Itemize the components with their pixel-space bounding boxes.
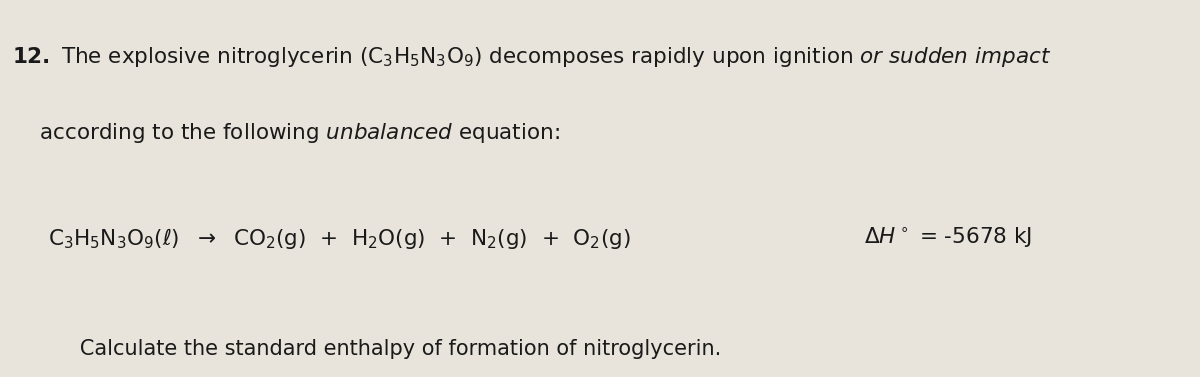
Text: $\bf{12.}$ The explosive nitroglycerin (C$_3$H$_5$N$_3$O$_9$) decomposes rapidly: $\bf{12.}$ The explosive nitroglycerin (… bbox=[12, 45, 1051, 69]
Text: C$_3$H$_5$N$_3$O$_9$($\ell$)  $\rightarrow$  CO$_2$(g)  +  H$_2$O(g)  +  N$_2$(g: C$_3$H$_5$N$_3$O$_9$($\ell$) $\rightarro… bbox=[48, 226, 630, 251]
Text: $\Delta H^\circ$ = -5678 kJ: $\Delta H^\circ$ = -5678 kJ bbox=[864, 226, 1032, 250]
Text: according to the following $\it{unbalanced}$ equation:: according to the following $\it{unbalanc… bbox=[12, 121, 560, 145]
Text: Calculate the standard enthalpy of formation of nitroglycerin.: Calculate the standard enthalpy of forma… bbox=[60, 339, 721, 359]
